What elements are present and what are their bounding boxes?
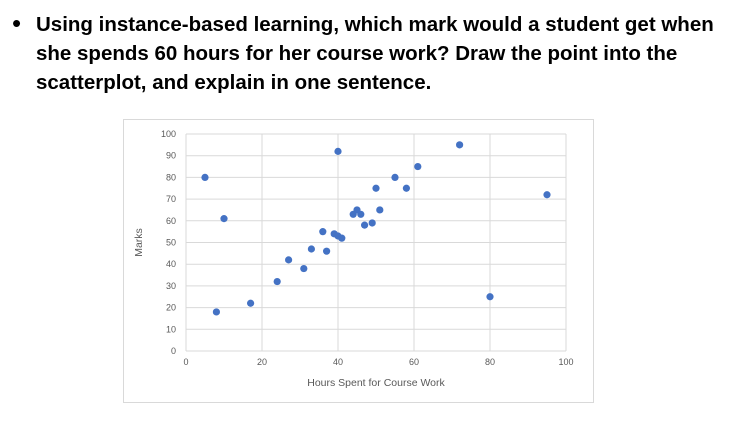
y-tick-label: 0	[171, 346, 176, 356]
data-point	[285, 256, 293, 264]
x-tick-label: 80	[485, 357, 495, 367]
data-point	[456, 141, 464, 149]
data-point	[247, 299, 255, 307]
data-point	[357, 210, 365, 218]
data-point	[334, 147, 342, 155]
x-tick-label: 40	[333, 357, 343, 367]
y-axis-ticks: 0 10 20 30 40 50 60 70 80 90 100	[161, 129, 176, 356]
data-point	[414, 162, 422, 171]
data-points	[201, 141, 551, 316]
chart-frame: 0 10 20 30 40 50 60 70 80 90 100 0 20 40 60 80 100 Hour…	[123, 119, 594, 403]
data-point	[307, 245, 315, 253]
y-tick-label: 90	[166, 151, 176, 161]
y-tick-label: 100	[161, 129, 176, 139]
data-point	[273, 277, 281, 286]
y-tick-label: 70	[166, 194, 176, 204]
y-tick-label: 20	[166, 303, 176, 313]
data-point	[376, 206, 384, 214]
x-axis-title: Hours Spent for Course Work	[307, 377, 445, 389]
data-point	[201, 173, 209, 181]
y-tick-label: 10	[166, 324, 176, 334]
data-point	[372, 184, 380, 192]
x-tick-label: 0	[183, 357, 188, 367]
question-text: Using instance-based learning, which mar…	[36, 13, 714, 94]
data-point	[220, 215, 228, 223]
y-tick-label: 40	[166, 259, 176, 269]
data-point	[402, 184, 410, 192]
data-point	[368, 219, 376, 227]
data-point	[486, 293, 494, 301]
x-axis-ticks: 0 20 40 60 80 100	[183, 357, 573, 367]
data-point	[391, 173, 399, 181]
data-point	[323, 247, 331, 255]
x-tick-label: 20	[257, 357, 267, 367]
y-tick-label: 50	[166, 238, 176, 248]
y-axis-title: Marks	[133, 228, 145, 257]
data-point	[212, 308, 220, 316]
data-point	[338, 234, 346, 242]
data-point	[543, 191, 551, 199]
data-point	[300, 264, 308, 273]
x-tick-label: 60	[409, 357, 419, 367]
y-tick-label: 30	[166, 281, 176, 291]
data-point	[319, 228, 327, 236]
scatter-chart: 0 10 20 30 40 50 60 70 80 90 100 0 20 40 60 80 100 Hour…	[133, 129, 574, 389]
x-tick-label: 100	[558, 357, 573, 367]
bullet-marker: •	[12, 8, 22, 38]
y-tick-label: 60	[166, 216, 176, 226]
y-tick-label: 80	[166, 172, 176, 182]
chart-gridlines	[185, 133, 567, 352]
data-point	[361, 221, 369, 229]
